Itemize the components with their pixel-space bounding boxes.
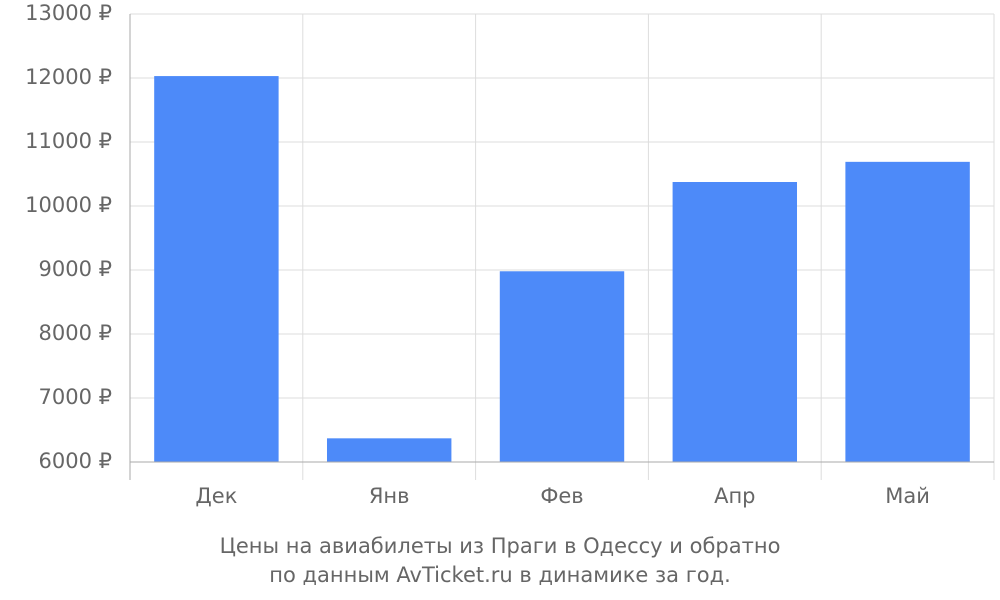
bar <box>672 182 798 462</box>
y-tick-label: 12000 ₽ <box>25 65 112 89</box>
bar <box>154 76 279 462</box>
y-tick-label: 9000 ₽ <box>39 257 112 281</box>
y-tick-label: 8000 ₽ <box>39 321 112 345</box>
caption-line: по данным AvTicket.ru в динамике за год. <box>269 563 731 587</box>
x-tick-label: Дек <box>195 484 237 508</box>
y-tick-label: 7000 ₽ <box>39 385 112 409</box>
bar <box>326 438 452 462</box>
y-tick-label: 13000 ₽ <box>25 1 112 25</box>
y-tick-label: 11000 ₽ <box>25 129 112 153</box>
bar <box>845 161 970 462</box>
x-tick-label: Фев <box>540 484 583 508</box>
y-tick-label: 6000 ₽ <box>39 449 112 473</box>
bar <box>499 271 625 462</box>
x-tick-label: Апр <box>714 484 755 508</box>
y-tick-label: 10000 ₽ <box>25 193 112 217</box>
caption-line: Цены на авиабилеты из Праги в Одессу и о… <box>220 534 781 558</box>
x-tick-label: Май <box>885 484 930 508</box>
x-tick-label: Янв <box>369 484 410 508</box>
